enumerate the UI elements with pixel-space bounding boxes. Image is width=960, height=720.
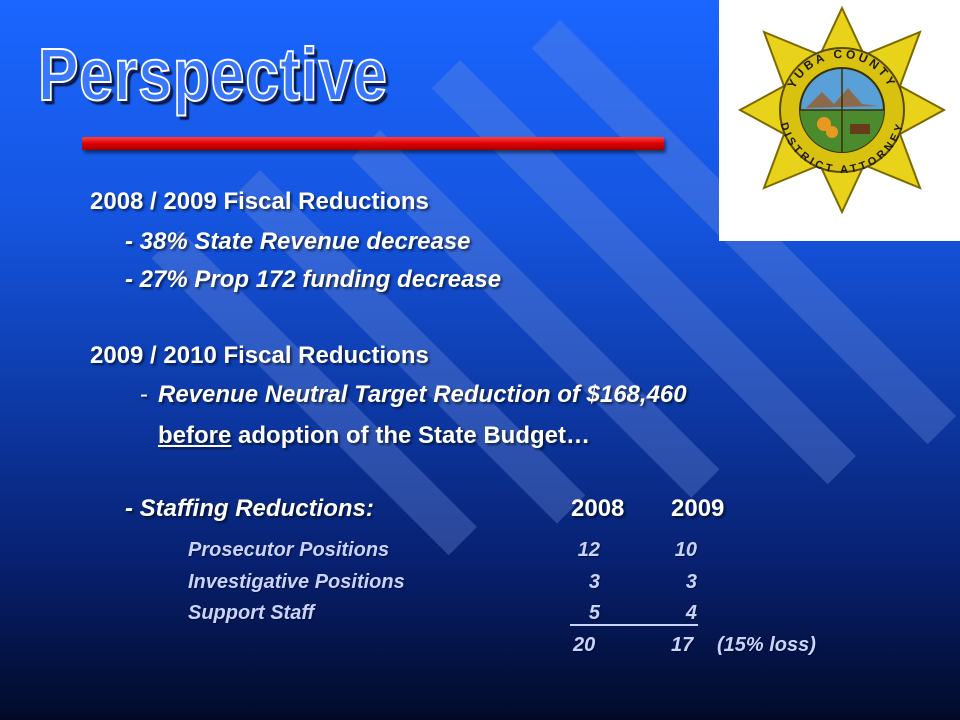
- sum-rule: [570, 624, 698, 626]
- row-2009-value: 3: [685, 571, 697, 593]
- section2-dash: -: [140, 381, 148, 408]
- row-2008-value: 12: [577, 539, 600, 561]
- section2-heading: 2009 / 2010 Fiscal Reductions: [90, 342, 429, 369]
- page-title: Perspective: [37, 33, 388, 116]
- section2-line2-rest: adoption of the State Budget…: [231, 422, 590, 449]
- total-2008: 20: [573, 634, 596, 656]
- section2-line2: before adoption of the State Budget…: [158, 424, 590, 448]
- total-2009: 17: [671, 634, 694, 656]
- title-underline: [82, 137, 664, 150]
- row-2008-value: 5: [588, 602, 600, 624]
- section1-bullet-1: - 38% State Revenue decrease: [125, 228, 471, 255]
- row-name: Investigative Positions: [188, 571, 405, 593]
- district-attorney-seal-icon: YUBA COUNTY DISTRICT ATTORNEY: [737, 5, 947, 215]
- loss-note: (15% loss): [717, 634, 816, 656]
- row-2008-value: 3: [588, 571, 600, 593]
- col-2009-header: 2009: [671, 495, 725, 522]
- row-2009-value: 10: [674, 539, 697, 561]
- section1-bullet-2: - 27% Prop 172 funding decrease: [125, 266, 502, 293]
- row-2009-value: 4: [685, 602, 697, 624]
- seal-panel: YUBA COUNTY DISTRICT ATTORNEY: [719, 0, 960, 241]
- section2-line1: Revenue Neutral Target Reduction of $168…: [158, 381, 687, 408]
- staffing-label: - Staffing Reductions:: [125, 495, 374, 522]
- row-name: Prosecutor Positions: [188, 539, 390, 561]
- col-2008-header: 2008: [571, 495, 625, 522]
- row-name: Support Staff: [188, 602, 315, 624]
- before-word: before: [158, 422, 232, 449]
- section1-heading: 2008 / 2009 Fiscal Reductions: [90, 188, 429, 215]
